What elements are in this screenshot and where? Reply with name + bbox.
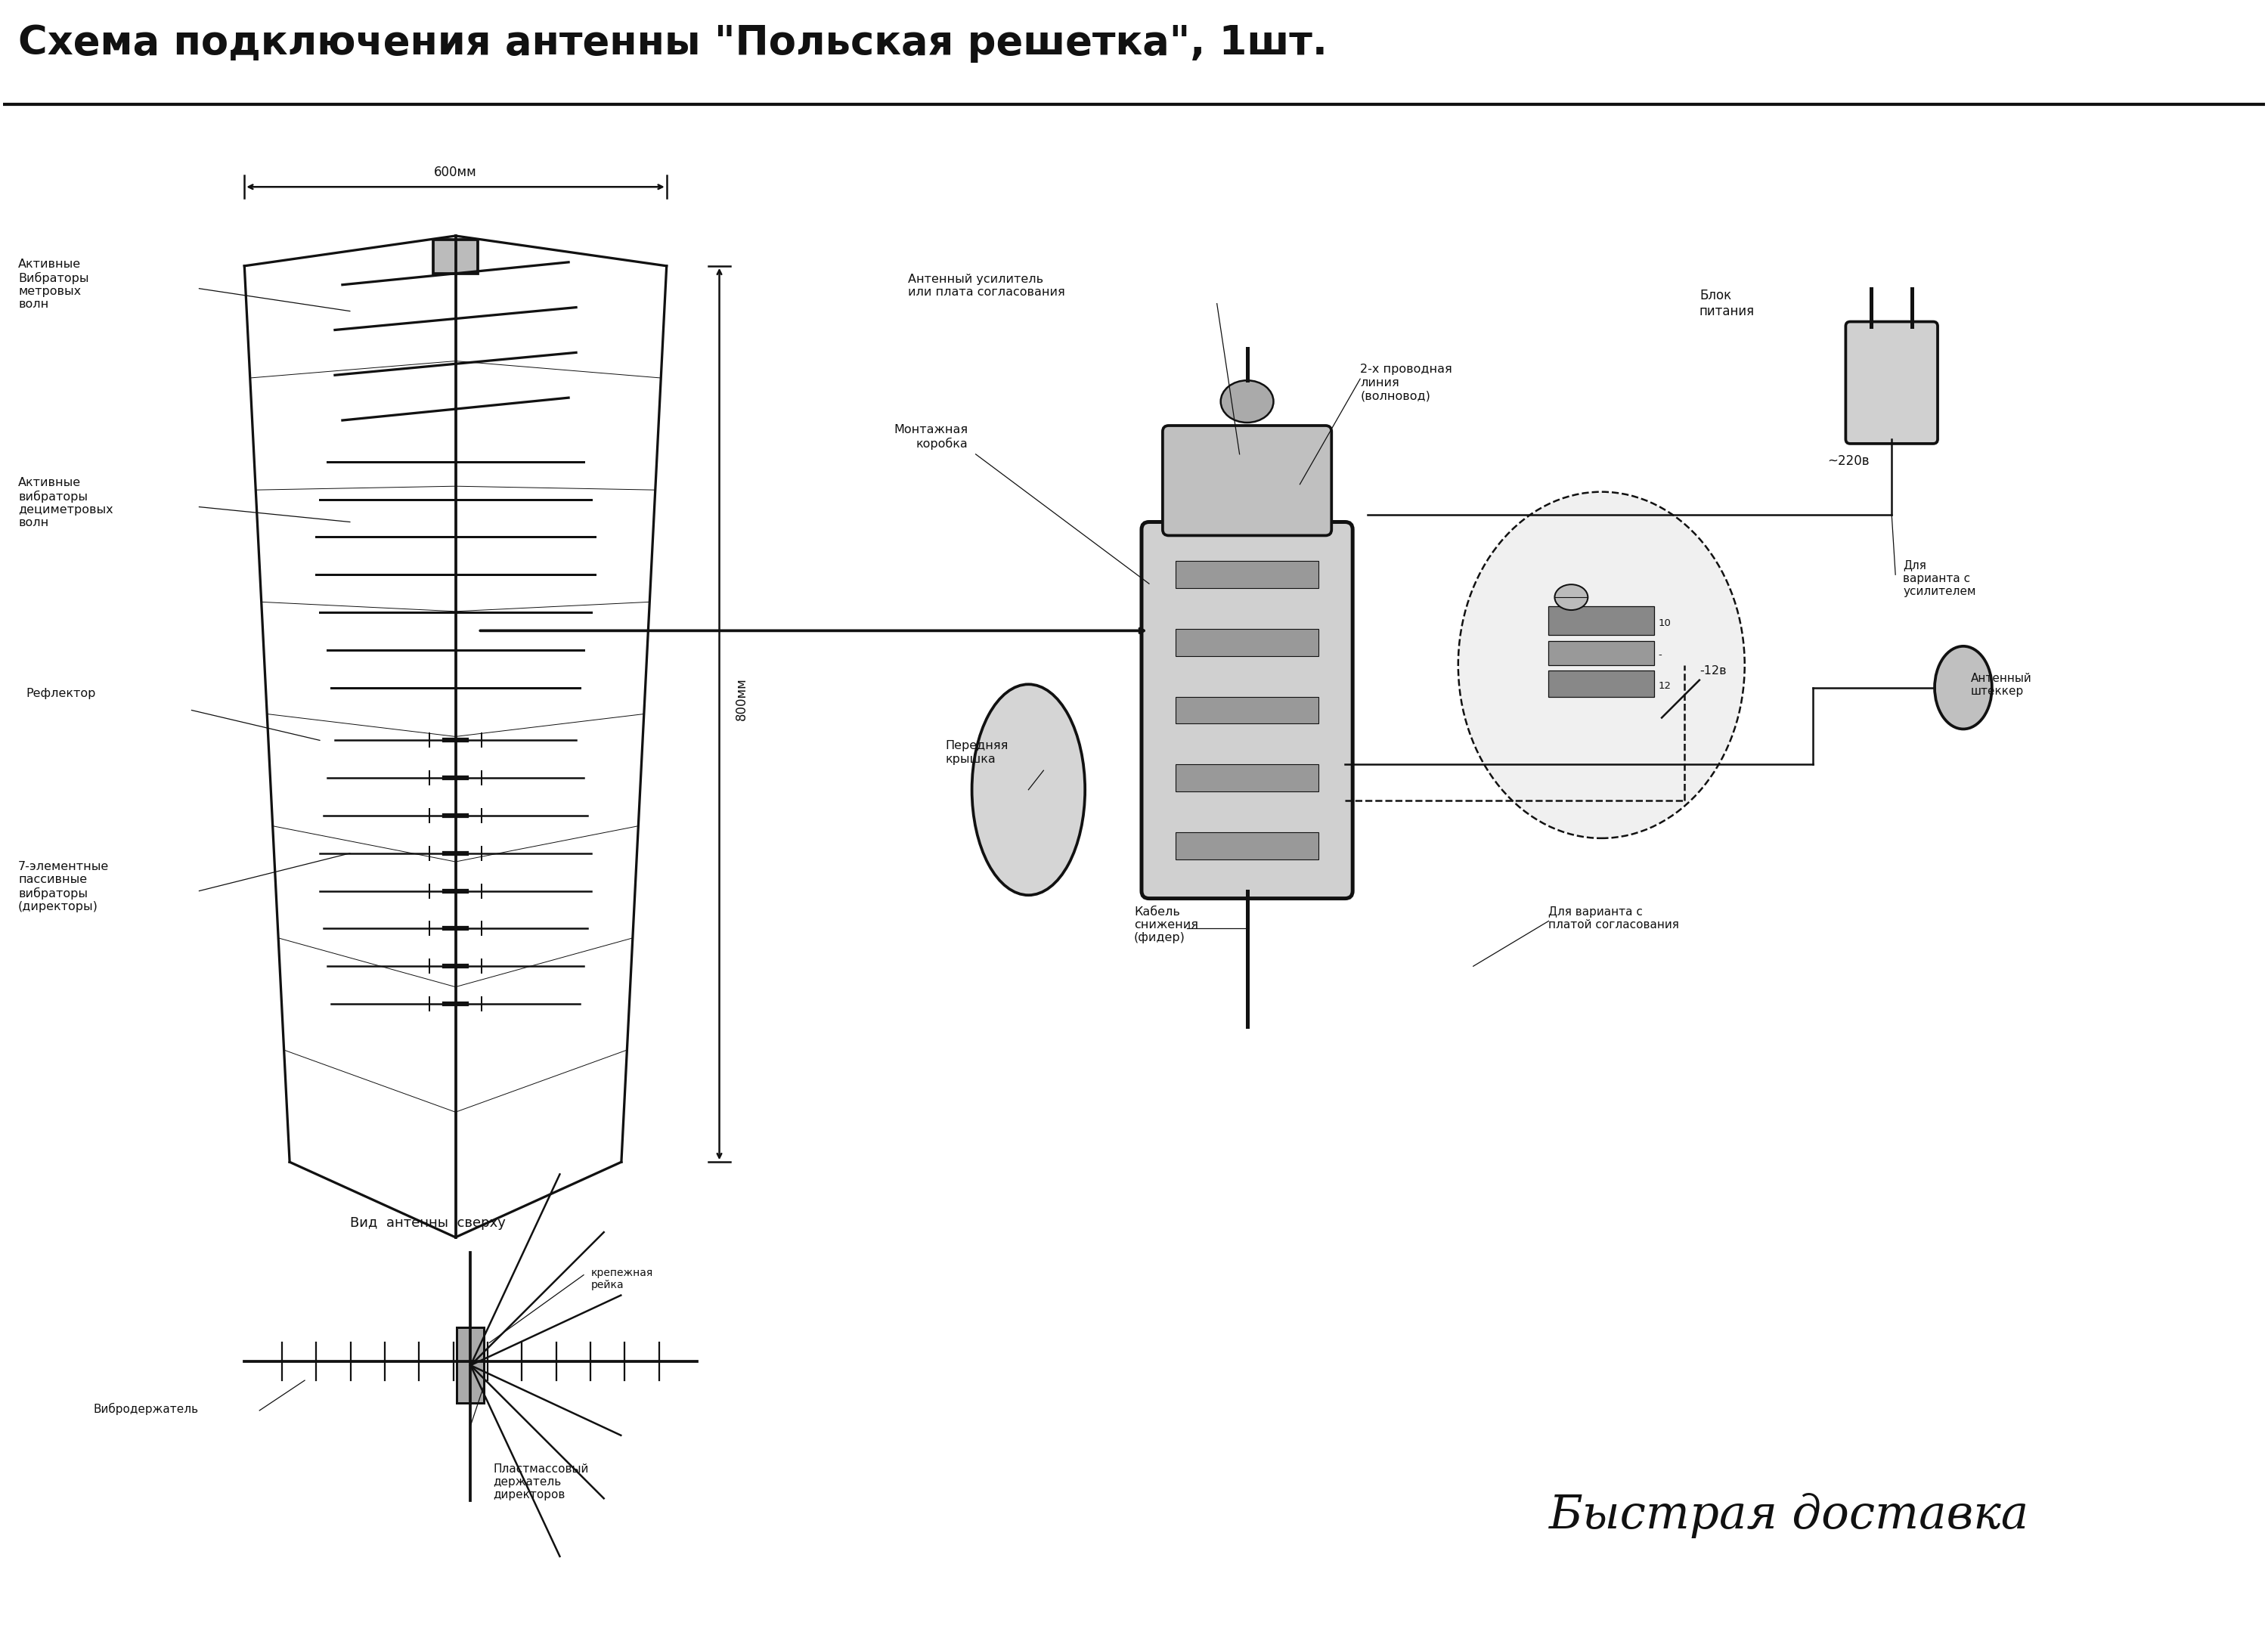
Ellipse shape bbox=[1935, 646, 1991, 730]
Text: 600мм: 600мм bbox=[433, 166, 476, 180]
Ellipse shape bbox=[1554, 584, 1588, 610]
Text: -: - bbox=[1658, 650, 1662, 661]
Text: Блок
питания: Блок питания bbox=[1699, 289, 1755, 318]
Text: Антенный усилитель
или плата согласования: Антенный усилитель или плата согласовани… bbox=[907, 274, 1066, 299]
FancyBboxPatch shape bbox=[1141, 522, 1352, 899]
Text: Для
варианта с
усилителем: Для варианта с усилителем bbox=[1903, 560, 1975, 597]
Bar bbox=[1175, 697, 1318, 723]
Bar bbox=[1175, 832, 1318, 860]
Bar bbox=[1549, 607, 1653, 635]
Bar bbox=[1175, 764, 1318, 792]
Text: Антенный
штеккер: Антенный штеккер bbox=[1971, 672, 2032, 697]
Ellipse shape bbox=[973, 684, 1084, 894]
Text: Активные
вибраторы
дециметровых
волн: Активные вибраторы дециметровых волн bbox=[18, 477, 113, 529]
Ellipse shape bbox=[1458, 491, 1744, 839]
FancyBboxPatch shape bbox=[1846, 322, 1937, 444]
Text: -12в: -12в bbox=[1699, 664, 1726, 676]
Bar bbox=[456, 1328, 483, 1404]
Text: Пластмассовый
держатель
директоров: Пластмассовый держатель директоров bbox=[492, 1464, 590, 1501]
Text: 2-х проводная
линия
(волновод): 2-х проводная линия (волновод) bbox=[1361, 364, 1452, 401]
Text: Передняя
крышка: Передняя крышка bbox=[946, 741, 1009, 765]
Text: Рефлектор: Рефлектор bbox=[25, 687, 95, 698]
Ellipse shape bbox=[1220, 380, 1272, 423]
Text: Для варианта с
платой согласования: Для варианта с платой согласования bbox=[1549, 906, 1678, 930]
Text: крепежная
рейка: крепежная рейка bbox=[592, 1268, 653, 1291]
Bar bbox=[1549, 671, 1653, 697]
Bar bbox=[1175, 561, 1318, 588]
Text: Кабель
снижения
(фидер): Кабель снижения (фидер) bbox=[1134, 906, 1198, 943]
Text: 10: 10 bbox=[1658, 619, 1672, 628]
Bar bbox=[1175, 628, 1318, 656]
Bar bbox=[1549, 641, 1653, 664]
Text: Схема подключения антенны "Польская решетка", 1шт.: Схема подключения антенны "Польская реше… bbox=[18, 23, 1327, 62]
Bar bbox=[433, 240, 479, 274]
Text: ~220в: ~220в bbox=[1828, 454, 1869, 468]
Text: Вид  антенны  сверху: Вид антенны сверху bbox=[349, 1216, 506, 1231]
FancyBboxPatch shape bbox=[1163, 426, 1331, 535]
Text: 12: 12 bbox=[1658, 681, 1672, 690]
Text: Активные
Вибраторы
метровых
волн: Активные Вибраторы метровых волн bbox=[18, 258, 88, 310]
Text: Быстрая доставка: Быстрая доставка bbox=[1549, 1493, 2030, 1539]
Text: Вибродержатель: Вибродержатель bbox=[93, 1404, 200, 1415]
Text: Монтажная
коробка: Монтажная коробка bbox=[894, 424, 968, 449]
Text: 7-элементные
пассивные
вибраторы
(директоры): 7-элементные пассивные вибраторы (директ… bbox=[18, 860, 109, 912]
Text: 800мм: 800мм bbox=[735, 677, 748, 720]
